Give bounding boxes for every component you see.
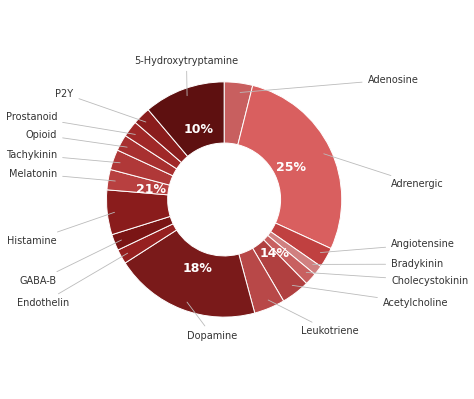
Wedge shape [268, 232, 321, 275]
Text: Dopamine: Dopamine [187, 302, 237, 341]
Wedge shape [125, 230, 255, 317]
Text: Melatonin: Melatonin [9, 169, 115, 181]
Wedge shape [112, 216, 173, 250]
Text: Adenosine: Adenosine [240, 75, 419, 93]
Wedge shape [118, 224, 177, 263]
Text: Leukotriene: Leukotriene [268, 300, 359, 336]
Wedge shape [264, 235, 315, 283]
Wedge shape [135, 110, 188, 162]
Wedge shape [253, 240, 307, 301]
Wedge shape [238, 85, 342, 249]
Text: 5-Hydroxytryptamine: 5-Hydroxytryptamine [135, 56, 238, 96]
Text: Acetylcholine: Acetylcholine [292, 285, 448, 308]
Text: Adrenergic: Adrenergic [324, 154, 444, 189]
Text: 14%: 14% [259, 247, 290, 260]
Wedge shape [224, 82, 253, 145]
Wedge shape [148, 82, 224, 156]
Wedge shape [271, 223, 331, 267]
Text: Histamine: Histamine [8, 212, 115, 246]
Text: Bradykinin: Bradykinin [313, 259, 443, 269]
Wedge shape [239, 248, 283, 313]
Text: 18%: 18% [182, 262, 212, 275]
Text: 21%: 21% [136, 183, 166, 196]
Wedge shape [118, 136, 177, 176]
Wedge shape [110, 150, 173, 185]
Text: Prostanoid: Prostanoid [6, 112, 136, 134]
Text: Tachykinin: Tachykinin [6, 150, 120, 163]
Text: Opioid: Opioid [26, 130, 127, 147]
Text: P2Y: P2Y [55, 89, 146, 122]
Text: Angiotensine: Angiotensine [320, 239, 455, 253]
Text: GABA-B: GABA-B [20, 240, 121, 286]
Wedge shape [107, 190, 170, 235]
Text: 25%: 25% [276, 161, 306, 174]
Wedge shape [125, 122, 182, 169]
Text: Endothelin: Endothelin [17, 253, 128, 308]
Text: Cholecystokinin: Cholecystokinin [306, 273, 468, 286]
Wedge shape [107, 170, 170, 195]
Text: 10%: 10% [183, 123, 214, 136]
